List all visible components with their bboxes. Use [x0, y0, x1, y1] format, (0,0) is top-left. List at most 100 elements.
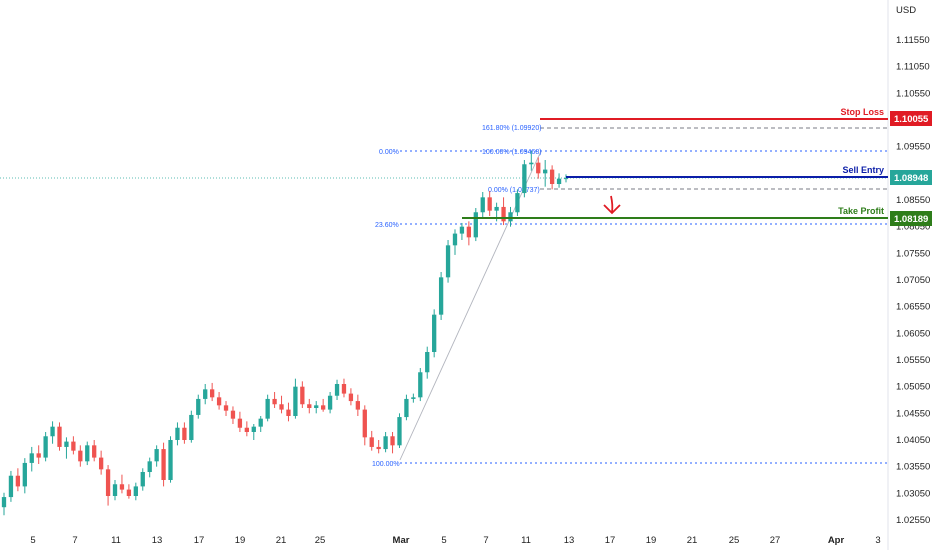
candle-up [418, 372, 423, 398]
candle-up [438, 277, 444, 315]
candle-up [411, 397, 416, 399]
candle-up [556, 178, 562, 184]
date-tick-label: Mar [393, 535, 410, 546]
candle-up [543, 169, 548, 174]
date-tick-label: 11 [111, 535, 121, 546]
candle-up [112, 484, 118, 496]
take-profit-label: Take Profit [838, 206, 884, 216]
date-tick-label: 11 [521, 535, 531, 546]
candle-down [216, 397, 222, 406]
sell-entry-badge [890, 170, 932, 185]
stop-loss-badge-value: 1.10055 [894, 114, 929, 125]
candle-up [293, 386, 298, 416]
price-ticks: 1.115501.110501.105501.100501.095501.090… [896, 35, 930, 526]
candle-down [71, 441, 76, 451]
date-tick-label: 13 [152, 535, 163, 546]
candle-up [445, 245, 451, 278]
candle-up [327, 395, 333, 410]
price-tick-label: 1.03550 [896, 462, 930, 473]
candle-up [314, 405, 319, 408]
candle-down [119, 484, 125, 490]
candle-down [126, 489, 132, 496]
candle-up [397, 417, 402, 446]
candle-down [466, 226, 472, 238]
fib-100-top-label: 100.00% (1.09468) [482, 149, 542, 156]
fib-0-mid-label: 0.00% (1.08737) [488, 187, 540, 194]
sell-entry-label: Sell Entry [842, 165, 884, 175]
candle-up [154, 449, 159, 462]
date-tick-label: 25 [315, 535, 326, 546]
candle-up [203, 389, 208, 399]
candle-down [279, 404, 284, 410]
candle-up [1, 497, 7, 508]
date-tick-label: 17 [605, 535, 616, 546]
candle-down [376, 446, 381, 450]
date-tick-label: 7 [483, 535, 488, 546]
candle-up [8, 475, 14, 498]
date-tick-label: 25 [729, 535, 740, 546]
price-tick-label: 1.07050 [896, 275, 930, 286]
candle-down [321, 405, 326, 410]
price-badges: 1.10055 1.08948 1.08189 [890, 111, 932, 226]
fib-1618-label: 161.80% (1.09920) [482, 125, 542, 132]
candle-down [98, 457, 104, 470]
price-tick-label: 1.05550 [896, 355, 930, 366]
price-tick-label: 1.06050 [896, 328, 930, 339]
date-tick-label: 3 [875, 535, 880, 546]
date-tick-label: 27 [770, 535, 781, 546]
date-tick-label: 19 [646, 535, 657, 546]
candle-up [50, 426, 55, 437]
candle-down [78, 450, 83, 462]
price-tick-label: 1.09550 [896, 142, 930, 153]
candle-up [452, 233, 458, 246]
price-tick-label: 1.11550 [896, 35, 930, 46]
candle-up [529, 162, 534, 165]
candle-up [85, 445, 90, 462]
candle-down [209, 389, 215, 398]
candle-up [563, 178, 569, 180]
candle-up [22, 462, 27, 487]
currency-label: USD [896, 5, 916, 16]
candle-up [494, 206, 499, 211]
candle-down [536, 162, 541, 174]
candle-down [369, 437, 374, 447]
candle-up [147, 461, 152, 472]
date-tick-label: 7 [72, 535, 77, 546]
candle-up [404, 398, 409, 418]
price-tick-label: 1.02550 [896, 515, 930, 526]
candle-up [383, 436, 388, 450]
price-tick-label: 1.04550 [896, 408, 930, 419]
date-tick-label: 21 [276, 535, 287, 546]
candle-up [251, 426, 256, 432]
date-tick-label: 5 [30, 535, 35, 546]
candle-down [244, 427, 249, 432]
candles[interactable] [1, 150, 569, 516]
price-tick-label: 1.08050 [896, 222, 930, 233]
candle-up [175, 427, 180, 440]
candle-up [432, 314, 437, 352]
price-tick-label: 1.07550 [896, 248, 930, 259]
fib-0-label: 0.00% [379, 149, 399, 156]
price-tick-label: 1.11050 [896, 62, 930, 73]
fib-100-label: 100.00% [372, 461, 400, 468]
date-tick-label: 19 [235, 535, 246, 546]
candle-down [36, 453, 41, 458]
candle-down [92, 445, 97, 458]
date-tick-label: 5 [441, 535, 446, 546]
candle-up [140, 472, 145, 487]
candle-down [549, 169, 555, 184]
fib-236-label: 23.60% [375, 222, 399, 229]
candle-down [286, 409, 291, 416]
candle-up [522, 164, 527, 194]
price-tick-label: 1.10550 [896, 88, 930, 99]
candle-down [362, 409, 367, 438]
candle-up [196, 398, 201, 415]
candle-down [272, 398, 277, 405]
price-axis[interactable]: USD [887, 0, 916, 550]
candle-up [29, 453, 34, 463]
trade-levels[interactable]: Stop Loss Sell Entry Take Profit [462, 107, 888, 219]
price-tick-label: 1.03050 [896, 488, 930, 499]
candle-down [300, 386, 305, 405]
candle-up [425, 352, 430, 373]
